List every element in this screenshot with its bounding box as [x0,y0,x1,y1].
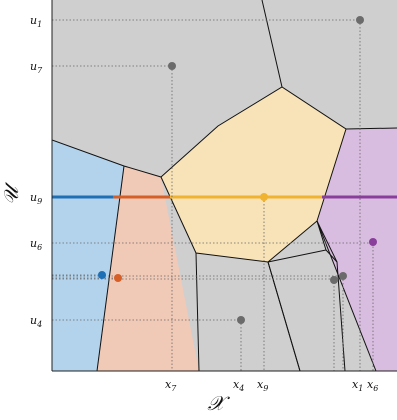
x-ticks: x7 x4 x9 x1 x6 [165,378,378,393]
yellow-cell [161,87,346,262]
x-tick-x4: x4 [233,378,244,393]
point-orange [114,274,122,282]
purple-cell [317,128,397,371]
point-g2 [339,272,347,280]
point-u9 [260,193,268,201]
points [98,16,377,324]
x-tick-x9: x9 [257,378,268,393]
point-u7 [168,62,176,70]
y-tick-u1: u1 [30,14,42,29]
x-axis-name: 𝒳 [207,391,230,415]
point-u4 [237,316,245,324]
y-tick-u4: u4 [30,314,42,329]
cell-edges [52,0,397,371]
y-tick-u6: u6 [30,237,42,252]
y-tick-u7: u7 [30,60,43,75]
x-tick-x7: x7 [165,378,177,393]
point-g1 [330,276,338,284]
point-u6 [369,238,377,246]
x-tick-x1: x1 [352,378,363,393]
y-ticks: u1 u7 u9 u6 u4 [30,14,43,329]
point-u1 [356,16,364,24]
x-tick-x6: x6 [367,378,378,393]
axes [51,0,397,372]
y-tick-u9: u9 [30,191,42,206]
y-axis-name: 𝒰 [0,181,23,205]
guide-lines [52,19,374,371]
point-blue [98,271,106,279]
